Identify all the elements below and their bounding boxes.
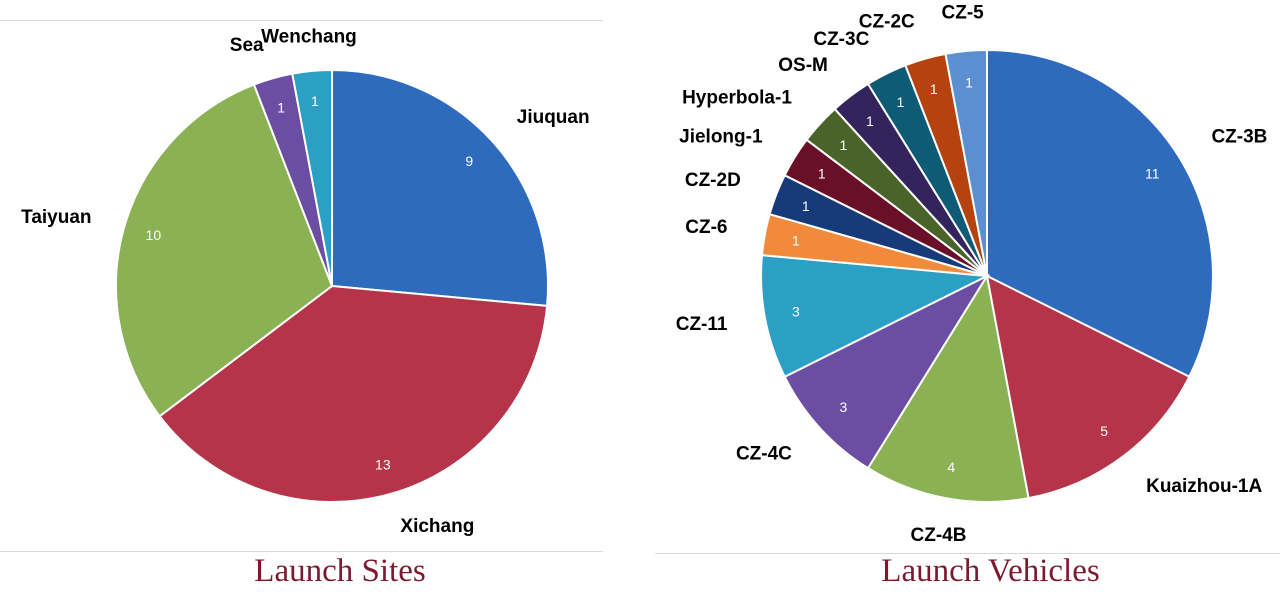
bottom-rule [0, 551, 603, 552]
category-label-cz-4b: CZ-4B [911, 525, 967, 546]
category-label-wenchang: Wenchang [261, 27, 357, 48]
data-label-cz-11: 3 [792, 304, 800, 320]
launch-vehicles-panel: 11 CZ-3B 5 Kuaizhou-1A 4 CZ-4B 3 CZ-4C 3 CZ-11 1 CZ… [655, 0, 1280, 606]
data-label-cz-6: 1 [792, 232, 800, 248]
bottom-rule [655, 553, 1280, 554]
category-label-cz-6: CZ-6 [685, 217, 727, 238]
category-label-cz-3b: CZ-3B [1211, 127, 1267, 148]
category-label-cz-11: CZ-11 [676, 314, 728, 335]
category-label-hyperbola-1: Hyperbola-1 [682, 88, 792, 109]
pie-slice-kuaizhou-1a [985, 274, 1191, 500]
pie-slice-cz-3b [986, 48, 1214, 379]
category-label-jiuquan: Jiuquan [517, 107, 590, 128]
pie-slice-cz-4c [783, 273, 990, 470]
data-label-sea: 1 [277, 99, 285, 115]
data-label-wenchang: 1 [311, 93, 319, 109]
pie-slice-cz-11 [760, 254, 991, 379]
pie-slice-xichang [158, 284, 549, 503]
data-label-cz-2d: 1 [802, 198, 810, 214]
pie-slice-cz-4b [866, 273, 1030, 503]
data-label-cz-5: 1 [965, 74, 973, 90]
data-label-taiyuan: 10 [146, 227, 162, 243]
launch-vehicles-pie-chart: 11CZ-3B5Kuaizhou-1A4CZ-4B3CZ-4C3CZ-111CZ… [676, 3, 1268, 546]
launch-sites-panel: 9 Jiuquan 13 Xichang 10 Taiyuan 1 Sea 1 Wenchang … [0, 0, 603, 606]
data-label-hyperbola-1: 1 [839, 137, 847, 153]
category-label-cz-3c: CZ-3C [813, 29, 869, 50]
category-label-xichang: Xichang [400, 516, 474, 537]
pie-slice-wenchang [291, 68, 333, 287]
launch-sites-title: Launch Sites [254, 553, 426, 589]
data-label-cz-2c: 1 [930, 81, 938, 97]
category-label-cz-5: CZ-5 [942, 3, 985, 24]
data-label-jielong-1: 1 [818, 166, 826, 182]
category-label-cz-2c: CZ-2C [859, 12, 915, 33]
data-label-cz-4c: 3 [839, 399, 847, 415]
top-rule [0, 20, 603, 21]
category-label-sea: Sea [230, 35, 264, 56]
data-label-os-m: 1 [866, 113, 874, 129]
data-label-cz-3c: 1 [896, 94, 904, 110]
launch-vehicles-title: Launch Vehicles [881, 553, 1100, 589]
pie-slice-cz-5 [944, 48, 988, 277]
category-label-cz-2d: CZ-2D [685, 170, 741, 191]
category-label-os-m: OS-M [778, 55, 828, 76]
data-label-kuaizhou-1a: 5 [1100, 423, 1108, 439]
pie-slice-taiyuan [115, 83, 334, 418]
category-label-jielong-1: Jielong-1 [679, 127, 763, 148]
category-label-kuaizhou-1a: Kuaizhou-1A [1146, 476, 1262, 497]
data-label-jiuquan: 9 [465, 153, 473, 169]
data-label-xichang: 13 [375, 457, 391, 473]
pie-slice-jiuquan [331, 68, 549, 308]
category-label-cz-4c: CZ-4C [736, 443, 792, 464]
category-label-taiyuan: Taiyuan [21, 207, 91, 228]
data-label-cz-3b: 11 [1145, 166, 1160, 182]
data-label-cz-4b: 4 [947, 459, 955, 475]
launch-sites-pie-chart: 9 Jiuquan 13 Xichang 10 Taiyuan 1 Sea 1 Wenchang [21, 27, 590, 537]
